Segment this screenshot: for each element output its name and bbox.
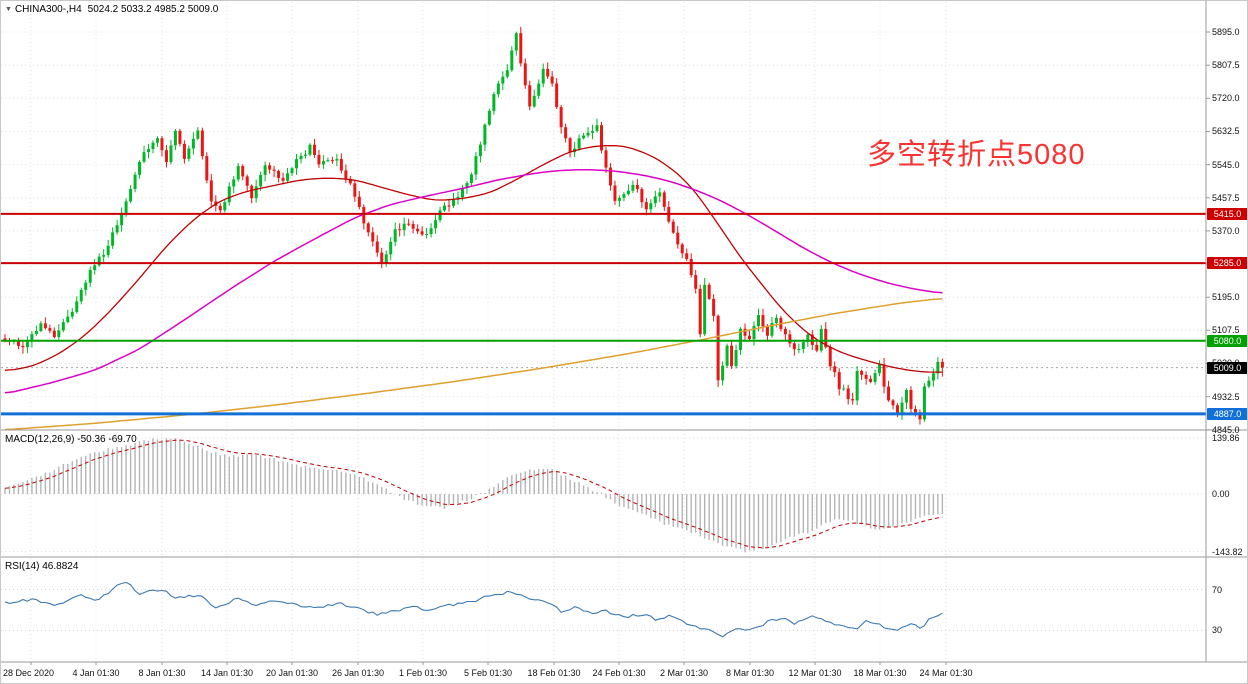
price-tick-label: 4845.0 (1212, 424, 1240, 435)
price-tick-label: 5807.5 (1212, 60, 1240, 71)
price-level-badge: 4887.0 (1207, 407, 1247, 420)
time-axis-label: 2 Mar 01:30 (659, 668, 709, 678)
symbol-marker-icon[interactable]: ▼ (5, 6, 12, 13)
ma-fast-red (4, 145, 943, 373)
time-axis-label: 18 Feb 01:30 (527, 668, 581, 678)
time-axis-label: 12 Mar 01:30 (788, 668, 842, 678)
horizontal-levels (1, 212, 1206, 416)
time-axis-label: 14 Jan 01:30 (200, 668, 254, 678)
time-axis-label: 20 Jan 01:30 (265, 668, 319, 678)
rsi-level-label: 70 (1212, 584, 1223, 595)
price-tick-label: 5895.0 (1212, 27, 1240, 38)
ma-mid-magenta (4, 169, 943, 394)
price-level-badge: 5080.0 (1207, 334, 1247, 347)
macd-tick-label: 139.86 (1212, 433, 1240, 444)
macd-indicator (1, 437, 1206, 553)
macd-tick-label: -143.82 (1212, 546, 1243, 557)
time-axis-label: 24 Mar 01:30 (919, 668, 973, 678)
macd-indicator-label: MACD(12,26,9) -50.36 -69.70 (5, 434, 137, 445)
price-tick-label: 5632.5 (1212, 126, 1240, 137)
candles-layer (3, 26, 944, 425)
time-axis-label: 8 Jan 01:30 (138, 668, 186, 678)
rsi-indicator-label: RSI(14) 46.8824 (5, 561, 79, 572)
symbol-ohlc-values: 5024.2 5033.2 4985.2 5009.0 (87, 4, 219, 15)
time-axis-label: 4 Jan 01:30 (72, 668, 120, 678)
price-tick-label: 4932.5 (1212, 391, 1240, 402)
time-axis-label: 18 Mar 01:30 (853, 668, 907, 678)
price-level-badge: 5285.0 (1207, 257, 1247, 270)
price-tick-label: 5545.0 (1212, 159, 1240, 170)
rsi-indicator (1, 581, 1206, 638)
ma-slow-orange (4, 298, 943, 431)
price-tick-label: 5107.5 (1212, 325, 1240, 336)
moving-averages (4, 145, 943, 431)
symbol-name: CHINA300-,H4 (14, 4, 82, 15)
time-axis-label: 5 Feb 01:30 (463, 668, 513, 678)
time-axis-label: 26 Jan 01:30 (331, 668, 385, 678)
chart-annotation[interactable]: 多空转折点5080 (867, 139, 1086, 171)
macd-tick-label: 0.00 (1212, 489, 1230, 499)
time-axis-label: 8 Mar 01:30 (725, 668, 775, 678)
price-level-badge: 5415.0 (1207, 207, 1247, 220)
price-tick-label: 5195.0 (1212, 292, 1240, 303)
rsi-level-label: 30 (1212, 625, 1223, 636)
time-axis-label: 24 Feb 01:30 (592, 668, 646, 678)
price-tick-label: 5370.0 (1212, 225, 1240, 236)
current-price-badge: 5009.0 (1207, 361, 1247, 374)
price-tick-label: 5720.0 (1212, 93, 1240, 104)
symbol-info: ▼ CHINA300-,H4 5024.2 5033.2 4985.2 5009.0 (5, 4, 218, 15)
pane-separators (1, 1, 1247, 663)
time-axis-label: 1 Feb 01:30 (398, 668, 448, 678)
time-axis-label: 28 Dec 2020 (3, 668, 55, 678)
price-tick-label: 5457.5 (1212, 192, 1240, 203)
